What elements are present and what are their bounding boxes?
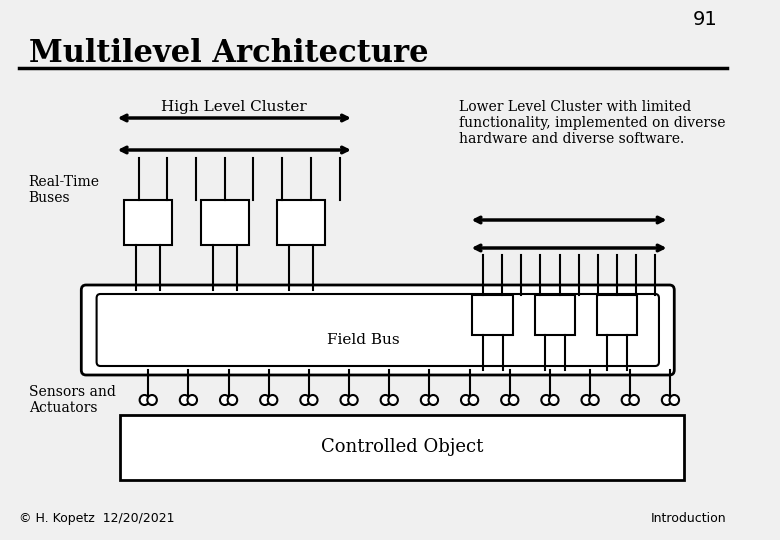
Circle shape (147, 395, 157, 405)
Circle shape (469, 395, 478, 405)
Circle shape (662, 395, 672, 405)
Text: Multilevel Architecture: Multilevel Architecture (29, 38, 428, 69)
Text: High Level Cluster: High Level Cluster (161, 100, 307, 114)
Circle shape (187, 395, 197, 405)
FancyBboxPatch shape (81, 285, 674, 375)
Circle shape (180, 395, 190, 405)
Circle shape (228, 395, 237, 405)
Circle shape (140, 395, 149, 405)
Text: © H. Kopetz  12/20/2021: © H. Kopetz 12/20/2021 (20, 512, 175, 525)
Circle shape (268, 395, 278, 405)
Circle shape (461, 395, 470, 405)
Circle shape (388, 395, 398, 405)
Bar (597, 295, 637, 335)
Circle shape (629, 395, 639, 405)
Text: Real-Time
Buses: Real-Time Buses (29, 175, 100, 205)
Text: Sensors and
Actuators: Sensors and Actuators (29, 385, 115, 415)
Circle shape (261, 395, 270, 405)
Circle shape (502, 395, 511, 405)
Bar (278, 200, 325, 245)
Circle shape (582, 395, 591, 405)
Bar (473, 295, 512, 335)
Circle shape (549, 395, 558, 405)
Bar (534, 295, 575, 335)
Circle shape (509, 395, 519, 405)
Text: Lower Level Cluster with limited
functionality, implemented on diverse
hardware : Lower Level Cluster with limited functio… (459, 100, 725, 146)
Bar (200, 200, 249, 245)
Text: Field Bus: Field Bus (327, 333, 399, 347)
Circle shape (622, 395, 631, 405)
Circle shape (428, 395, 438, 405)
Text: Introduction: Introduction (651, 512, 727, 525)
Text: 91: 91 (693, 10, 718, 29)
Circle shape (669, 395, 679, 405)
Circle shape (589, 395, 599, 405)
Text: Controlled Object: Controlled Object (321, 438, 483, 456)
Circle shape (220, 395, 229, 405)
Circle shape (541, 395, 551, 405)
Circle shape (348, 395, 358, 405)
FancyBboxPatch shape (97, 294, 659, 366)
Circle shape (421, 395, 431, 405)
Circle shape (308, 395, 317, 405)
Circle shape (341, 395, 350, 405)
Circle shape (381, 395, 390, 405)
Circle shape (300, 395, 310, 405)
Bar (124, 200, 172, 245)
Bar (119, 415, 684, 480)
